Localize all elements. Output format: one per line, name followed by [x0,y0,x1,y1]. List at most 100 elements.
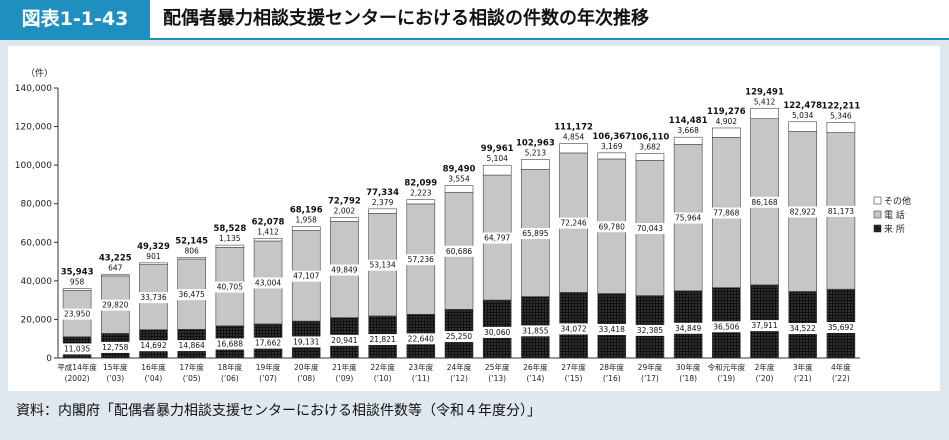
x-tick-label: 30年度 [676,362,701,372]
data-label-bg [634,223,666,235]
data-label-phone: 33,736 [140,293,166,302]
y-tick-label: 40,000 [21,277,53,287]
bar-other [215,244,245,248]
data-label-bg [558,323,589,335]
data-label-bg [252,277,284,289]
data-label-bg [100,299,131,311]
data-label-other: 3,554 [448,174,470,183]
data-label-other: 647 [108,264,123,273]
data-label-phone: 81,173 [828,207,854,216]
data-label-other: 901 [146,252,161,261]
data-label-other: 3,169 [601,142,623,151]
x-tick-label: 15年度 [103,362,128,372]
data-label-bg [367,259,398,271]
data-label-phone: 77,868 [713,209,739,218]
total-label: 114,481 [669,116,708,126]
data-label-bg [787,206,818,218]
bar-other [100,274,130,277]
data-label-bg [176,289,207,301]
data-label-phone: 29,820 [102,301,128,310]
x-tick-label: 25年度 [485,362,510,372]
x-tick-year: (’04) [145,374,163,383]
data-label-bg [214,338,246,350]
total-label: 62,078 [252,217,285,227]
data-label-visit: 35,692 [828,323,854,332]
data-label-phone: 70,043 [637,224,663,233]
data-label-other: 2,223 [410,189,432,198]
legend-label-phone: 電 話 [884,209,905,221]
data-label-bg [825,205,857,217]
data-label-bg [61,308,93,320]
bar-other [330,217,359,222]
x-tick-year: (’07) [259,374,277,383]
header-divider [0,38,949,40]
data-label-bg [100,341,131,353]
bar-other [673,136,703,145]
x-tick-year: (’22) [832,374,850,383]
data-label-phone: 57,236 [408,255,434,264]
total-label: 49,329 [137,242,170,252]
data-label-bg [558,217,589,229]
data-label-other: 5,213 [525,148,547,157]
data-label-phone: 86,168 [751,198,777,207]
data-label-bg [138,292,169,304]
total-label: 72,792 [328,197,361,207]
data-label-bg [443,245,475,257]
figure-number: 図表1-1-43 [0,0,150,38]
y-unit-label: （件） [26,67,53,79]
data-label-other: 3,682 [639,142,661,151]
data-label-visit: 36,506 [713,322,739,331]
data-label-other: 5,412 [754,97,776,106]
data-label-visit: 11,035 [64,344,90,353]
total-label: 102,963 [516,138,555,148]
data-label-phone: 82,922 [790,207,816,216]
data-label-phone: 53,134 [369,261,395,270]
data-label-bg [329,264,360,276]
data-label-bg [749,196,780,208]
total-label: 68,196 [290,205,323,215]
data-label-bg [672,322,704,334]
x-tick-year: (’21) [794,374,812,383]
data-label-bg [634,324,666,336]
data-label-other: 1,135 [219,234,241,243]
data-label-visit: 21,821 [369,335,395,344]
x-tick-year: (’19) [717,374,735,383]
total-label: 35,943 [61,268,94,278]
data-label-bg [405,254,437,266]
data-label-bg [61,343,93,355]
chart-panel: （件） 0 20,000 40,000 60,000 80,000 100,000 120,… [8,46,940,391]
data-label-visit: 34,522 [790,324,816,333]
x-tick-year: (’03) [106,374,124,383]
data-label-phone: 65,895 [522,229,548,238]
total-label: 122,211 [822,101,861,111]
bar-other [177,257,206,260]
data-label-bg [481,232,513,244]
data-label-bg [138,340,169,352]
bar-other [788,121,818,132]
bar-other [406,199,436,205]
header: 図表1-1-43 配偶者暴力相談支援センターにおける相談の件数の年次推移 [0,0,949,38]
data-label-visit: 25,250 [446,332,472,341]
data-label-bg [672,212,704,224]
total-label: 106,110 [631,132,670,142]
data-label-visit: 20,941 [331,336,357,345]
bar-other [62,288,92,291]
bar-other [635,153,665,161]
x-tick-label: 17年度 [179,362,204,372]
data-label-bg [596,221,627,233]
y-tick-label: 140,000 [15,84,52,94]
x-axis-labels: 平成14年度 (2002) 15年度 (’03) 16年度 (’04) 17年度 (’05) 1… [57,362,851,383]
